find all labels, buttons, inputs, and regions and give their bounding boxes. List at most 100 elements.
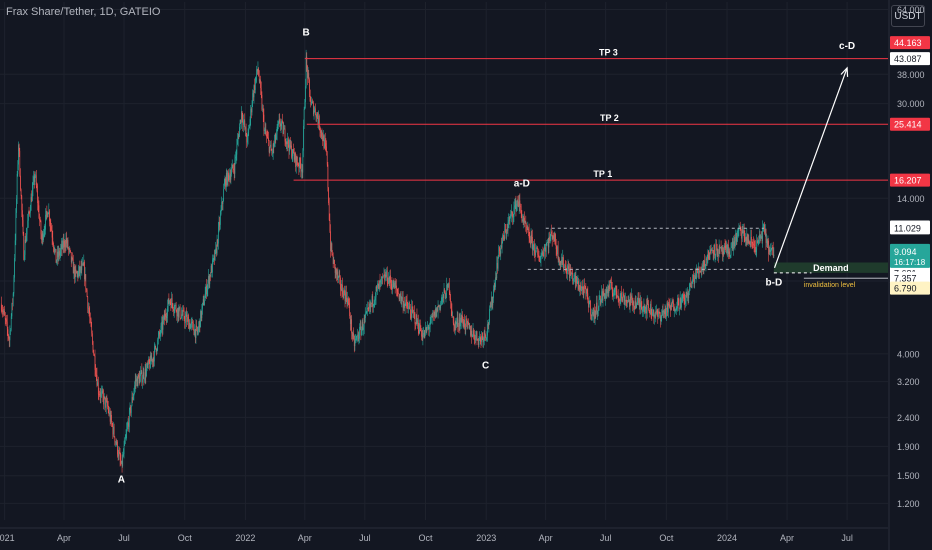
candle-body — [362, 322, 364, 330]
candle-body — [599, 295, 601, 300]
candle-body — [555, 244, 557, 250]
y-tick-label: 38.000 — [897, 70, 925, 80]
candle-body — [561, 260, 563, 265]
candle-body — [670, 303, 672, 310]
candle-body — [461, 315, 463, 322]
candle-body — [596, 302, 598, 314]
candle-body — [353, 339, 355, 347]
candle-body — [387, 282, 389, 284]
candle-body — [698, 268, 700, 273]
x-tick-label: Oct — [659, 533, 674, 543]
candle-body — [8, 338, 10, 341]
candle-body — [431, 316, 432, 317]
candle-body — [629, 297, 631, 307]
candle-body — [522, 219, 524, 222]
candle-body — [388, 277, 389, 284]
candle-body — [327, 164, 329, 188]
candle-body — [51, 230, 53, 238]
candle-body — [499, 251, 501, 255]
candle-body — [316, 113, 318, 118]
candle-body — [534, 253, 536, 255]
candle-body — [657, 313, 659, 318]
candle-body — [209, 275, 211, 285]
candle-body — [600, 300, 602, 305]
wave-label: c-D — [839, 41, 855, 52]
candle-body — [181, 314, 182, 319]
candle-body — [361, 328, 362, 336]
currency-button[interactable]: USDT — [891, 5, 925, 27]
candle-body — [653, 309, 655, 318]
candle-body — [315, 108, 316, 115]
last-price-tag — [890, 243, 930, 268]
candle-body — [80, 266, 81, 273]
candle-body — [93, 354, 95, 356]
candle-body — [573, 274, 575, 279]
candle-body — [221, 202, 223, 210]
candle-body — [189, 322, 191, 329]
candle-body — [582, 289, 584, 296]
candle-body — [350, 319, 352, 324]
candle-body — [346, 299, 348, 304]
candle-body — [468, 321, 469, 325]
candle-body — [766, 239, 767, 243]
candle-body — [53, 243, 54, 248]
candle-body — [506, 230, 508, 235]
candle-body — [70, 252, 72, 262]
candle-body — [225, 172, 227, 188]
candle-body — [726, 245, 727, 249]
candle-body — [158, 332, 160, 337]
candle-body — [527, 228, 529, 231]
candle-body — [348, 303, 350, 305]
candle-body — [308, 73, 310, 80]
candle-body — [401, 298, 403, 302]
candle-body — [417, 320, 419, 330]
candle-body — [357, 334, 359, 340]
candle-body — [31, 197, 33, 202]
candle-body — [615, 285, 617, 292]
candle-body — [579, 285, 581, 290]
candle-body — [632, 298, 634, 306]
candle-body — [67, 240, 69, 249]
candle-body — [693, 274, 694, 279]
candle-body — [475, 331, 477, 336]
candle-body — [285, 141, 287, 144]
candle-body — [400, 293, 401, 298]
candle-body — [161, 321, 162, 326]
candle-body — [208, 276, 209, 283]
candle-body — [566, 272, 568, 274]
candle-body — [97, 382, 99, 395]
candle-body — [34, 175, 36, 182]
candle-body — [318, 115, 320, 125]
demand-zone — [773, 262, 888, 273]
candle-body — [589, 300, 591, 304]
candle-body — [722, 247, 723, 255]
candle-body — [3, 311, 5, 312]
candle-body — [355, 337, 357, 339]
candle-body — [539, 260, 541, 262]
candle-body — [516, 201, 518, 204]
candle-body — [503, 237, 505, 240]
candle-body — [690, 283, 692, 286]
candle-body — [450, 298, 451, 303]
candle-body — [614, 289, 616, 293]
candle-body — [13, 277, 15, 294]
x-tick-label: 2022 — [235, 533, 255, 543]
candle-body — [703, 260, 705, 268]
candle-body — [57, 251, 58, 261]
x-tick-label: Apr — [298, 533, 312, 543]
candle-body — [462, 315, 463, 322]
candle-body — [445, 297, 447, 299]
candle-body — [214, 255, 215, 261]
candle-body — [261, 95, 263, 110]
candle-body — [748, 239, 750, 242]
candle-body — [214, 249, 216, 261]
price-tag — [890, 271, 930, 285]
candle-body — [141, 370, 143, 383]
candle-body — [439, 305, 441, 309]
candle-body — [30, 197, 32, 211]
candle-body — [757, 239, 759, 244]
candle-body — [95, 374, 97, 376]
candle-body — [229, 175, 230, 181]
candle-body — [394, 282, 396, 287]
